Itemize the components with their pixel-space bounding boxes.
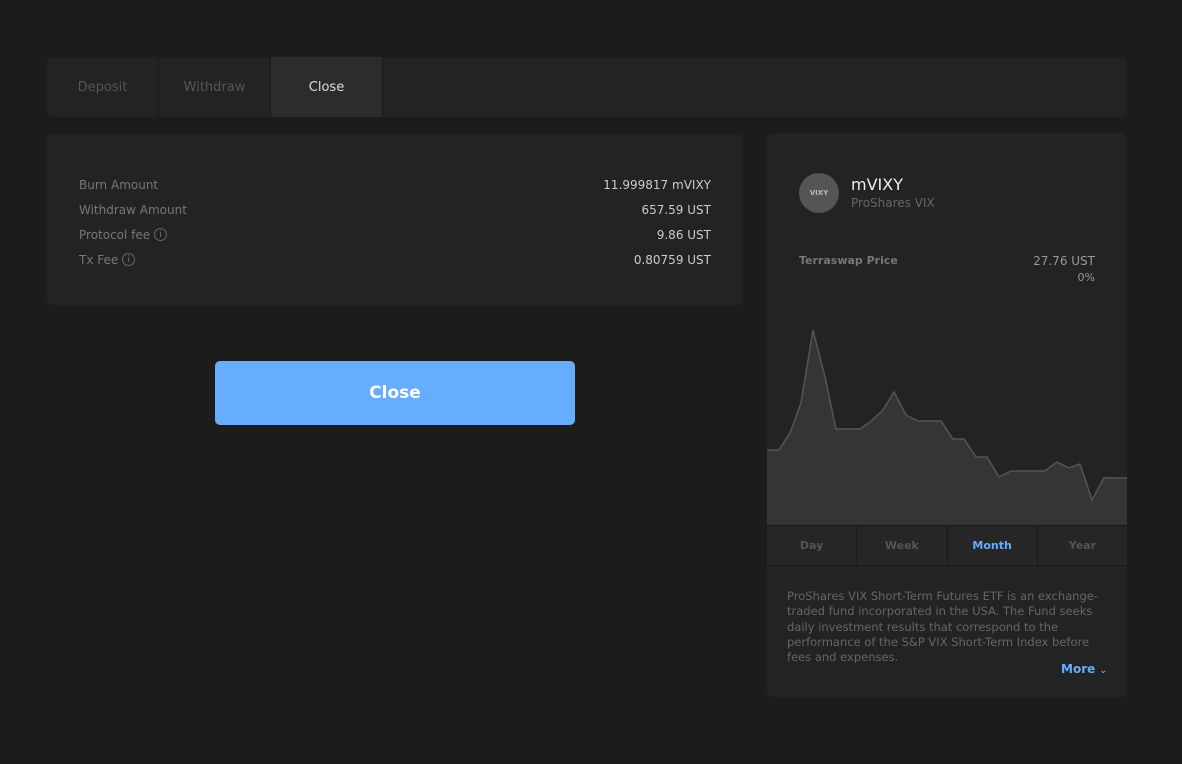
asset-panel: VIXY mVIXY ProShares VIX Terraswap Price… bbox=[767, 133, 1127, 697]
price-value: 27.76 UST bbox=[1033, 254, 1095, 268]
burn-amount-value: 11.999817 mVIXY bbox=[603, 177, 711, 192]
info-icon[interactable]: i bbox=[154, 228, 168, 241]
row-label: Tx Fee i bbox=[79, 252, 136, 267]
range-selector: Day Week Month Year bbox=[767, 525, 1127, 566]
more-label: More bbox=[1061, 662, 1096, 676]
withdraw-amount-row: Withdraw Amount 657.59 UST bbox=[79, 197, 711, 222]
summary-panel: Burn Amount 11.999817 mVIXY Withdraw Amo… bbox=[47, 134, 743, 305]
row-label: Protocol fee i bbox=[79, 227, 168, 242]
protocol-fee-value: 9.86 UST bbox=[656, 227, 711, 242]
withdraw-amount-value: 657.59 UST bbox=[641, 202, 711, 217]
asset-logo: VIXY bbox=[799, 173, 839, 213]
asset-description: ProShares VIX Short-Term Futures ETF is … bbox=[787, 589, 1098, 663]
range-year[interactable]: Year bbox=[1068, 539, 1096, 552]
price-label: Terraswap Price bbox=[799, 254, 898, 267]
price-area bbox=[767, 330, 1127, 526]
price-change: 0% bbox=[1077, 271, 1095, 284]
tx-fee-value: 0.80759 UST bbox=[633, 252, 711, 267]
price-chart bbox=[767, 329, 1127, 526]
more-link[interactable]: More ⌄ bbox=[1061, 662, 1107, 676]
protocol-fee-row: Protocol fee i 9.86 UST bbox=[79, 222, 711, 247]
info-icon[interactable]: i bbox=[122, 253, 136, 266]
range-day[interactable]: Day bbox=[767, 526, 858, 565]
chevron-down-icon: ⌄ bbox=[1099, 666, 1107, 676]
withdraw-amount-label: Withdraw Amount bbox=[79, 202, 187, 217]
tab-deposit[interactable]: Deposit bbox=[47, 57, 159, 117]
row-label: Burn Amount bbox=[79, 178, 158, 192]
range-week[interactable]: Week bbox=[857, 526, 948, 565]
tab-withdraw[interactable]: Withdraw bbox=[159, 57, 271, 117]
range-month[interactable]: Month bbox=[948, 526, 1038, 565]
burn-amount-row: Burn Amount 11.999817 mVIXY bbox=[79, 172, 711, 197]
burn-amount-label: Burn Amount bbox=[79, 177, 159, 192]
asset-name: ProShares VIX bbox=[851, 196, 935, 210]
protocol-fee-label: Protocol fee bbox=[79, 227, 151, 242]
tab-close[interactable]: Close bbox=[271, 57, 383, 117]
close-button[interactable]: Close bbox=[215, 361, 575, 425]
tab-bar: Deposit Withdraw Close bbox=[47, 57, 1127, 117]
row-label: Withdraw Amount bbox=[79, 203, 187, 217]
asset-symbol: mVIXY bbox=[851, 175, 903, 194]
price-line bbox=[767, 329, 1127, 502]
tx-fee-row: Tx Fee i 0.80759 UST bbox=[79, 247, 711, 272]
tx-fee-label: Tx Fee bbox=[79, 252, 119, 267]
